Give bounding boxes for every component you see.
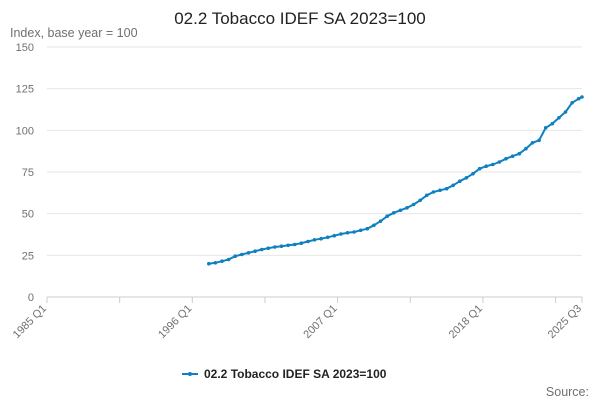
data-point[interactable] <box>580 95 584 99</box>
data-point[interactable] <box>405 206 409 210</box>
data-point[interactable] <box>312 238 317 242</box>
legend-point-marker <box>188 372 192 376</box>
data-point[interactable] <box>530 141 535 145</box>
x-axis-ticks: 1985 Q1 1996 Q1 2007 Q1 2018 Q1 2025 Q3 <box>11 297 584 341</box>
data-point[interactable] <box>332 233 337 238</box>
data-point[interactable] <box>306 239 310 244</box>
data-point[interactable] <box>273 245 277 249</box>
legend-entry-label: 02.2 Tobacco IDEF SA 2023=100 <box>204 367 387 381</box>
data-point[interactable] <box>491 162 495 167</box>
data-point[interactable] <box>292 242 297 247</box>
data-point[interactable] <box>392 211 396 215</box>
data-point[interactable] <box>226 257 231 262</box>
data-point[interactable] <box>517 151 522 156</box>
y-axis-label: Index, base year = 100 <box>10 26 138 40</box>
y-tick-label: 100 <box>16 125 34 137</box>
series-line <box>208 96 583 265</box>
x-tick-label: 1985 Q1 <box>11 303 49 341</box>
data-point[interactable] <box>576 96 581 101</box>
data-point[interactable] <box>431 190 436 194</box>
x-tick-label: 1996 Q1 <box>156 303 194 341</box>
data-point[interactable] <box>339 232 343 236</box>
data-point[interactable] <box>477 166 482 171</box>
x-tick-label: 2007 Q1 <box>301 303 339 341</box>
data-point[interactable] <box>246 251 251 255</box>
data-point[interactable] <box>240 252 244 257</box>
data-point[interactable] <box>557 116 561 120</box>
data-point[interactable] <box>259 247 264 252</box>
data-point[interactable] <box>220 259 224 264</box>
y-tick-label: 50 <box>22 209 34 221</box>
data-point[interactable] <box>504 156 508 161</box>
data-point[interactable] <box>570 101 574 105</box>
x-tick-label: 2018 Q1 <box>447 303 485 341</box>
y-tick-label: 150 <box>16 42 34 54</box>
data-point[interactable] <box>385 214 390 218</box>
data-point[interactable] <box>537 138 541 143</box>
data-point[interactable] <box>418 198 423 203</box>
data-point[interactable] <box>365 226 370 231</box>
gridlines <box>47 46 582 298</box>
data-point[interactable] <box>550 121 555 126</box>
data-point[interactable] <box>425 193 429 198</box>
source-label: Source: <box>546 385 589 399</box>
data-point[interactable] <box>319 236 323 241</box>
data-point[interactable] <box>325 235 330 240</box>
data-point[interactable] <box>299 241 304 245</box>
data-point[interactable] <box>524 146 528 151</box>
data-point[interactable] <box>279 244 284 248</box>
data-point[interactable] <box>253 249 257 253</box>
series-group <box>207 95 584 266</box>
legend[interactable]: 02.2 Tobacco IDEF SA 2023=100 <box>182 367 387 381</box>
y-axis-ticks: 0 25 50 75 100 125 150 <box>16 42 34 304</box>
data-point[interactable] <box>464 176 469 180</box>
data-point[interactable] <box>352 230 356 234</box>
data-point[interactable] <box>497 160 502 164</box>
data-point[interactable] <box>233 254 237 258</box>
data-point[interactable] <box>543 126 548 130</box>
data-point[interactable] <box>438 188 442 193</box>
y-tick-label: 75 <box>22 167 34 179</box>
data-point[interactable] <box>451 183 456 188</box>
x-tick-label: 2025 Q3 <box>546 303 584 341</box>
data-point[interactable] <box>266 246 271 250</box>
data-point[interactable] <box>458 179 462 183</box>
chart-title: 02.2 Tobacco IDEF SA 2023=100 <box>174 9 426 28</box>
data-point[interactable] <box>345 231 350 235</box>
data-point[interactable] <box>471 171 475 176</box>
data-point[interactable] <box>378 219 383 223</box>
y-tick-label: 125 <box>16 84 34 96</box>
data-point[interactable] <box>372 223 376 228</box>
data-point[interactable] <box>358 228 363 233</box>
data-point[interactable] <box>213 261 218 265</box>
data-point[interactable] <box>286 243 290 248</box>
data-point[interactable] <box>207 261 211 266</box>
data-point[interactable] <box>411 202 416 207</box>
y-tick-label: 25 <box>22 250 34 262</box>
y-tick-label: 0 <box>28 292 34 304</box>
data-point[interactable] <box>444 186 449 191</box>
data-point[interactable] <box>563 110 568 114</box>
data-point[interactable] <box>510 154 515 158</box>
data-point[interactable] <box>484 164 489 168</box>
data-point[interactable] <box>398 208 403 213</box>
